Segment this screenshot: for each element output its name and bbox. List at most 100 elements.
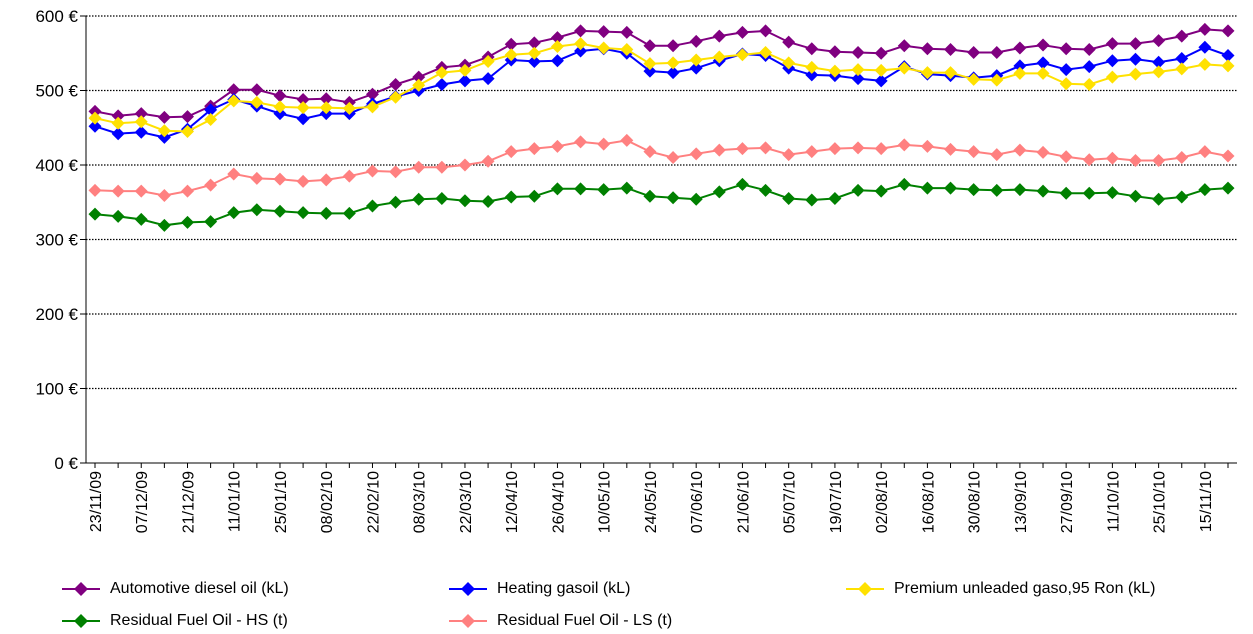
data-point bbox=[1175, 151, 1189, 165]
data-point bbox=[967, 145, 981, 159]
data-point bbox=[111, 109, 125, 123]
data-point bbox=[504, 37, 518, 51]
data-point bbox=[458, 158, 472, 172]
data-point bbox=[342, 206, 356, 220]
x-tick-label: 12/04/10 bbox=[504, 471, 521, 533]
data-point bbox=[1198, 40, 1212, 54]
data-point bbox=[227, 83, 241, 97]
data-point bbox=[204, 113, 218, 127]
data-point bbox=[1175, 51, 1189, 65]
x-tick-label: 24/05/10 bbox=[643, 471, 660, 533]
data-point bbox=[805, 42, 819, 56]
data-point bbox=[481, 72, 495, 86]
x-tick-label: 07/12/09 bbox=[134, 471, 151, 533]
data-point bbox=[782, 192, 796, 206]
data-point bbox=[1036, 56, 1050, 70]
x-tick-label: 11/10/10 bbox=[1105, 471, 1122, 532]
data-point bbox=[851, 63, 865, 77]
series-3 bbox=[88, 177, 1235, 232]
y-tick-label: 500 € bbox=[35, 82, 78, 101]
data-point bbox=[666, 191, 680, 205]
data-point bbox=[134, 107, 148, 121]
x-tick-label: 26/04/10 bbox=[550, 471, 567, 533]
data-point bbox=[1198, 22, 1212, 36]
data-point bbox=[574, 182, 588, 196]
data-point bbox=[389, 165, 403, 179]
x-tick-label: 27/09/10 bbox=[1059, 471, 1076, 533]
data-point bbox=[574, 24, 588, 38]
data-point bbox=[944, 142, 958, 156]
data-point bbox=[874, 184, 888, 198]
data-point bbox=[643, 39, 657, 53]
data-point bbox=[1105, 37, 1119, 51]
data-point bbox=[851, 141, 865, 155]
data-point bbox=[597, 183, 611, 197]
data-point bbox=[643, 64, 657, 78]
y-tick-label: 400 € bbox=[35, 156, 78, 175]
data-point bbox=[435, 78, 449, 92]
data-point bbox=[1152, 154, 1166, 168]
data-point bbox=[1013, 59, 1027, 73]
data-point bbox=[967, 46, 981, 60]
data-point bbox=[643, 189, 657, 203]
data-point bbox=[180, 110, 194, 124]
data-point bbox=[273, 172, 287, 186]
data-point bbox=[620, 181, 634, 195]
data-point bbox=[1175, 62, 1189, 76]
data-point bbox=[620, 133, 634, 147]
data-point bbox=[990, 73, 1004, 87]
data-point bbox=[805, 145, 819, 159]
data-point bbox=[782, 35, 796, 49]
data-point bbox=[735, 25, 749, 39]
series-lines bbox=[88, 22, 1235, 232]
data-point bbox=[782, 148, 796, 162]
y-tick-label: 600 € bbox=[35, 7, 78, 26]
data-point bbox=[920, 42, 934, 56]
data-point bbox=[643, 57, 657, 71]
data-point bbox=[227, 206, 241, 220]
data-point bbox=[782, 56, 796, 70]
data-point bbox=[319, 92, 333, 106]
data-point bbox=[1082, 153, 1096, 167]
data-point bbox=[1059, 186, 1073, 200]
x-tick-label: 05/07/10 bbox=[782, 471, 799, 533]
data-point bbox=[1036, 66, 1050, 80]
data-point bbox=[111, 127, 125, 141]
data-point bbox=[1152, 192, 1166, 206]
data-point bbox=[180, 184, 194, 198]
data-point bbox=[851, 183, 865, 197]
data-point bbox=[319, 101, 333, 115]
series-4 bbox=[88, 133, 1235, 203]
data-point bbox=[620, 25, 634, 39]
data-point bbox=[712, 143, 726, 157]
x-tick-label: 16/08/10 bbox=[920, 471, 937, 533]
data-point bbox=[273, 100, 287, 114]
data-point bbox=[111, 184, 125, 198]
data-point bbox=[967, 183, 981, 197]
data-point bbox=[874, 46, 888, 60]
x-tick-label: 11/01/10 bbox=[227, 471, 244, 532]
data-point bbox=[273, 107, 287, 121]
data-point bbox=[319, 173, 333, 187]
data-point bbox=[157, 189, 171, 203]
data-point bbox=[88, 119, 102, 133]
data-point bbox=[550, 139, 564, 153]
data-point bbox=[897, 61, 911, 75]
data-point bbox=[389, 195, 403, 209]
data-point bbox=[1036, 145, 1050, 159]
data-point bbox=[458, 74, 472, 88]
data-point bbox=[1013, 41, 1027, 55]
data-point bbox=[1082, 43, 1096, 57]
data-point bbox=[250, 171, 264, 185]
data-point bbox=[1059, 77, 1073, 91]
data-point bbox=[435, 66, 449, 80]
data-point bbox=[897, 39, 911, 53]
data-point bbox=[296, 112, 310, 126]
data-point bbox=[88, 207, 102, 221]
data-point bbox=[712, 29, 726, 43]
y-tick-label: 100 € bbox=[35, 380, 78, 399]
data-point bbox=[689, 61, 703, 75]
data-point bbox=[412, 192, 426, 206]
data-point bbox=[157, 124, 171, 138]
data-point bbox=[1105, 54, 1119, 68]
